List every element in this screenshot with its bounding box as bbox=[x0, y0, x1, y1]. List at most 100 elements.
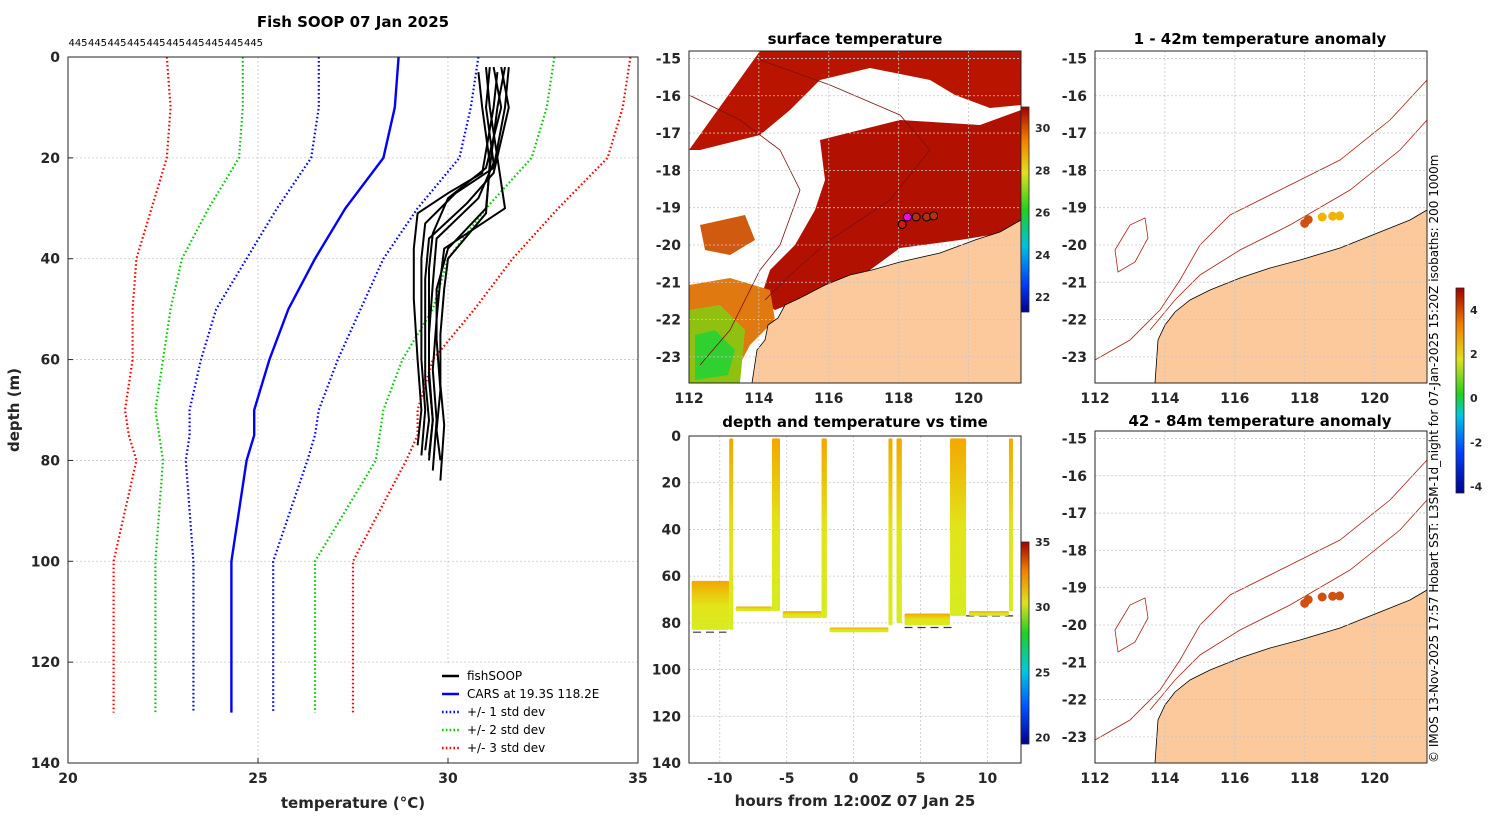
anomaly-upper-point bbox=[1328, 211, 1338, 221]
depth-time-y-tick-label: 20 bbox=[662, 476, 682, 492]
profile-y-tick-label: 100 bbox=[31, 554, 60, 570]
sst-station-marker bbox=[911, 212, 921, 222]
depth-time-cast-band bbox=[888, 438, 893, 626]
depth-time-y-tick-label: 40 bbox=[662, 522, 682, 538]
profile-x-tick-label: 25 bbox=[248, 771, 267, 787]
depth-time-x-tick-label: -5 bbox=[779, 771, 795, 787]
profile-y-ticks: 0 20 40 60 80 100 120 140 bbox=[31, 50, 73, 772]
sst-station-marker bbox=[929, 211, 939, 221]
depth-time-title: depth and temperature vs time bbox=[722, 413, 988, 431]
profile-y-tick-label: 40 bbox=[41, 252, 61, 268]
depth-time-casts bbox=[691, 438, 1013, 633]
anomaly-lower-y-tick-label: -21 bbox=[1062, 655, 1087, 671]
sst-warm-central bbox=[760, 110, 1021, 310]
profile-y-tick-label: 0 bbox=[50, 50, 60, 66]
legend-label: CARS at 19.3S 118.2E bbox=[467, 687, 599, 701]
profile-grid bbox=[68, 57, 638, 763]
sst-x-tick-label: 120 bbox=[954, 391, 983, 407]
profile-top-label: 445 bbox=[224, 38, 243, 49]
depth-time-y-tick-label: 140 bbox=[652, 756, 681, 772]
anomaly-lower-x-ticks: 112 114 116 118 120 bbox=[1080, 771, 1389, 787]
profile-top-label: 445 bbox=[107, 38, 126, 49]
isobath-200 bbox=[759, 59, 931, 301]
depth-time-x-tick-label: 10 bbox=[978, 771, 998, 787]
anomaly-lower-point bbox=[1328, 591, 1338, 601]
sst-y-tick-label: -17 bbox=[656, 126, 681, 142]
profile-std-lines bbox=[112, 56, 632, 713]
depth-time-colorbar-tick-label: 20 bbox=[1035, 731, 1051, 744]
depth-time-y-tick-label: 80 bbox=[662, 616, 682, 632]
sst-x-tick-label: 112 bbox=[674, 391, 703, 407]
profile-top-label: 445 bbox=[205, 38, 224, 49]
anomaly-lower-x-tick-label: 120 bbox=[1360, 771, 1389, 787]
anomaly-upper-x-tick-label: 114 bbox=[1150, 391, 1179, 407]
profile-x-tick-label: 30 bbox=[438, 771, 458, 787]
sst-y-tick-label: -21 bbox=[656, 275, 681, 291]
anomaly-upper-y-tick-label: -17 bbox=[1062, 126, 1087, 142]
profile-cars-mean-line bbox=[230, 56, 400, 713]
profile-y-tick-label: 120 bbox=[31, 655, 60, 671]
sst-station-marker bbox=[897, 219, 907, 229]
anomaly-colorbar-ticks: 4 2 0 -2 -4 bbox=[1470, 304, 1483, 493]
depth-time-y-tick-label: 100 bbox=[652, 663, 681, 679]
anomaly-upper-point bbox=[1303, 215, 1313, 225]
anomaly-colorbar bbox=[1455, 287, 1465, 494]
anomaly-lower-points bbox=[1300, 591, 1345, 608]
profile-fish-lines bbox=[412, 66, 510, 481]
depth-time-y-ticks: 0 20 40 60 80 100 120 140 bbox=[652, 429, 681, 772]
anomaly-colorbar-tick-label: -2 bbox=[1470, 436, 1482, 449]
anomaly-lower-frame bbox=[1094, 430, 1428, 764]
profile-title: Fish SOOP 07 Jan 2025 bbox=[257, 13, 449, 31]
sst-x-tick-label: 118 bbox=[884, 391, 913, 407]
anomaly-lower-point bbox=[1335, 591, 1345, 601]
anomaly-upper-x-tick-label: 120 bbox=[1360, 391, 1389, 407]
profile-x-ticks: 20 25 30 35 bbox=[58, 758, 648, 787]
profile-plus3-line bbox=[112, 56, 172, 713]
sst-y-tick-label: -19 bbox=[656, 201, 681, 217]
anomaly-colorbar-tick-label: -4 bbox=[1470, 480, 1483, 493]
anomaly-lower-y-tick-label: -23 bbox=[1062, 730, 1087, 746]
anomaly-lower-point bbox=[1303, 595, 1313, 605]
anomaly-lower-y-tick-label: -22 bbox=[1062, 693, 1087, 709]
anomaly-lower-y-tick-label: -20 bbox=[1062, 618, 1088, 634]
isobath-200 bbox=[1149, 119, 1427, 331]
anomaly-upper-x-ticks: 112 114 116 118 120 bbox=[1080, 391, 1389, 407]
profile-top-labels: 445 445 445 445 445 445 445 445 445 445 bbox=[68, 38, 263, 49]
depth-time-colorbar-tick-label: 35 bbox=[1035, 536, 1050, 549]
anomaly-upper-y-ticks: -15 -16 -17 -18 -19 -20 -21 -22 -23 bbox=[1062, 51, 1088, 365]
anomaly-upper-x-tick-label: 116 bbox=[1220, 391, 1249, 407]
anomaly-upper-y-tick-label: -22 bbox=[1062, 313, 1087, 329]
depth-time-cast-band bbox=[896, 438, 902, 623]
sst-colorbar-tick-label: 28 bbox=[1035, 164, 1050, 177]
profile-minus1-line bbox=[272, 56, 480, 713]
anomaly-lower-x-tick-label: 118 bbox=[1290, 771, 1319, 787]
depth-time-cast-band bbox=[772, 438, 781, 612]
sst-title: surface temperature bbox=[768, 30, 943, 48]
anomaly-upper-frame bbox=[1094, 50, 1428, 384]
legend-label: +/- 3 std dev bbox=[467, 741, 545, 755]
sst-y-tick-label: -23 bbox=[656, 350, 681, 366]
depth-time-cast-band bbox=[821, 438, 827, 619]
profile-x-tick-label: 20 bbox=[58, 771, 78, 787]
legend-label: +/- 1 std dev bbox=[467, 705, 545, 719]
land-mass bbox=[1154, 209, 1427, 383]
depth-time-x-tick-label: -10 bbox=[707, 771, 733, 787]
reef-outline bbox=[1114, 597, 1149, 653]
sst-station-marker bbox=[902, 212, 912, 222]
profile-ylabel: depth (m) bbox=[5, 368, 23, 452]
sst-colorbar-tick-label: 26 bbox=[1035, 207, 1051, 220]
legend-label: +/- 2 std dev bbox=[467, 723, 545, 737]
depth-time-x-tick-label: 5 bbox=[916, 771, 926, 787]
profile-minus2-line bbox=[313, 56, 556, 713]
anomaly-lower-title: 42 - 84m temperature anomaly bbox=[1128, 412, 1391, 430]
sst-colorbar-tick-label: 22 bbox=[1035, 291, 1050, 304]
anomaly-lower-x-tick-label: 112 bbox=[1080, 771, 1109, 787]
sst-y-tick-label: -15 bbox=[656, 51, 681, 67]
depth-time-cast-band bbox=[782, 611, 822, 619]
depth-time-colorbar-tick-label: 30 bbox=[1035, 601, 1051, 614]
sst-colorbar-tick-label: 24 bbox=[1035, 249, 1051, 262]
depth-time-y-tick-label: 0 bbox=[671, 429, 681, 445]
depth-time-x-ticks: -10 -5 0 5 10 bbox=[707, 771, 997, 787]
anomaly-colorbar-tick-label: 0 bbox=[1470, 392, 1478, 405]
